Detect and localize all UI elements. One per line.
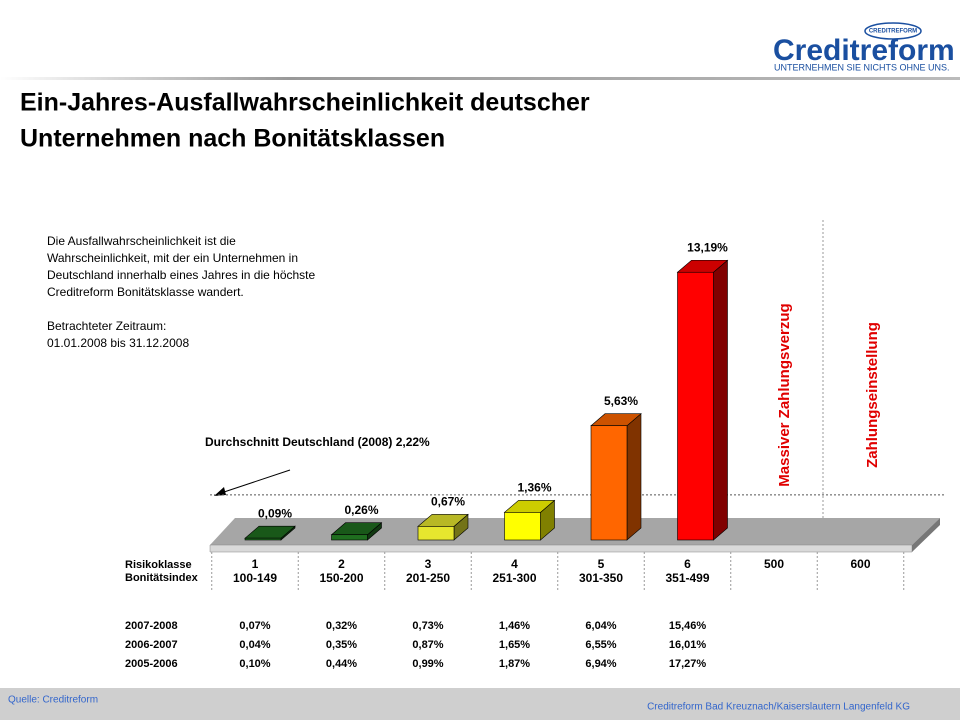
index-label: 351-499 <box>665 571 709 585</box>
table-cell: 1,46% <box>499 620 530 632</box>
value-label: 13,19% <box>687 240 728 254</box>
table-cell: 0,73% <box>412 620 443 632</box>
category-label: 3 <box>425 557 432 571</box>
table-cell: 0,44% <box>326 658 357 670</box>
source: Quelle: Creditreform <box>8 695 98 706</box>
index-label: 150-200 <box>319 571 363 585</box>
category-label: 4 <box>511 557 518 571</box>
table-cell: 1,65% <box>499 639 530 651</box>
arrow-head <box>214 487 226 496</box>
table-cell: 0,10% <box>239 658 270 670</box>
category-label: 1 <box>252 557 259 571</box>
index-label: 100-149 <box>233 571 277 585</box>
arrow <box>217 469 291 495</box>
description: Deutschland innerhalb eines Jahres in di… <box>47 268 315 282</box>
category-label: 6 <box>684 557 691 571</box>
logo-badge <box>864 22 922 40</box>
table-row-label: 2007-2008 <box>125 620 178 632</box>
platform-front <box>209 544 913 553</box>
bar-side <box>713 259 728 541</box>
table-cell: 0,99% <box>412 658 443 670</box>
table-cell: 6,94% <box>585 658 616 670</box>
category-label: 2 <box>338 557 345 571</box>
table-cell: 0,87% <box>412 639 443 651</box>
value-label: 5,63% <box>604 394 638 408</box>
header-line <box>0 77 960 80</box>
index-label: 201-250 <box>406 571 450 585</box>
bar-side <box>626 413 642 541</box>
bar <box>331 534 368 541</box>
average-label: Durchschnitt Deutschland (2008) 2,22% <box>205 435 430 449</box>
row-label: Risikoklasse <box>125 559 192 571</box>
table-row-label: 2006-2007 <box>125 639 178 651</box>
title: Ein-Jahres-Ausfallwahrscheinlichkeit deu… <box>20 89 590 117</box>
table-cell: 0,07% <box>239 620 270 632</box>
row-label: Bonitätsindex <box>125 572 199 584</box>
zone-label: Massiver Zahlungsverzug <box>776 303 793 486</box>
description: Die Ausfallwahrscheinlichkeit ist die <box>47 234 236 248</box>
bar <box>244 537 282 541</box>
value-label: 0,26% <box>344 503 378 517</box>
table-cell: 0,32% <box>326 620 357 632</box>
bar <box>417 526 455 541</box>
table-cell: 1,87% <box>499 658 530 670</box>
value-label: 1,36% <box>517 481 551 495</box>
platform-side <box>912 518 940 552</box>
index-label: 251-300 <box>492 571 536 585</box>
zone-label: Zahlungseinstellung <box>864 322 881 468</box>
value-label: 0,09% <box>258 506 292 520</box>
table-cell: 16,01% <box>669 639 707 651</box>
description: Creditreform Bonitätsklasse wandert. <box>47 285 244 299</box>
bar <box>677 271 714 541</box>
table-cell: 0,04% <box>239 639 270 651</box>
table-cell: 17,27% <box>669 658 707 670</box>
footer-band <box>0 688 960 720</box>
tagline: UNTERNEHMEN SIE NICHTS OHNE UNS. <box>774 62 950 72</box>
index-label: 301-350 <box>579 571 623 585</box>
table-cell: 6,04% <box>585 620 616 632</box>
value-label: 0,67% <box>431 495 465 509</box>
description: Betrachteter Zeitraum: <box>47 319 166 333</box>
category-label: 600 <box>850 557 870 571</box>
company: Creditreform Bad Kreuznach/Kaiserslauter… <box>647 702 910 713</box>
bar <box>590 425 628 541</box>
description: 01.01.2008 bis 31.12.2008 <box>47 336 189 350</box>
platform-top <box>210 518 940 545</box>
table-cell: 15,46% <box>669 620 707 632</box>
table-cell: 6,55% <box>585 639 616 651</box>
table-row-label: 2005-2006 <box>125 658 178 670</box>
bar <box>504 512 541 541</box>
category-label: 5 <box>598 557 605 571</box>
title: Unternehmen nach Bonitätsklassen <box>20 125 445 153</box>
logo: Creditreform <box>773 34 955 67</box>
description: Wahrscheinlichkeit, mit der ein Unterneh… <box>47 251 298 265</box>
category-label: 500 <box>764 557 784 571</box>
table-cell: 0,35% <box>326 639 357 651</box>
logo-badge-text: CREDITREFORM <box>869 29 917 35</box>
